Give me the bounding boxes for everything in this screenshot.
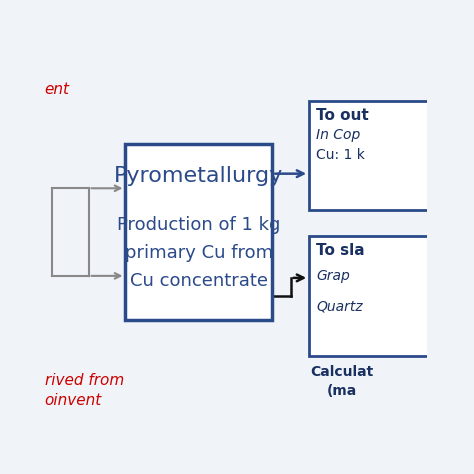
Text: Production of 1 kg
primary Cu from
Cu concentrate: Production of 1 kg primary Cu from Cu co… [117,216,281,290]
Text: Pyrometallurgy: Pyrometallurgy [114,166,283,186]
Text: In Cop: In Cop [317,128,361,142]
Text: Calculat
(ma: Calculat (ma [310,365,374,398]
FancyBboxPatch shape [125,145,272,319]
FancyBboxPatch shape [309,100,448,210]
Text: To sla: To sla [317,243,365,258]
Text: Cu: 1 k: Cu: 1 k [317,148,365,162]
Text: ent: ent [45,82,70,97]
Text: To out: To out [317,108,369,123]
Text: Grap: Grap [317,269,350,283]
Text: rived from
oinvent: rived from oinvent [45,374,124,408]
Text: Quartz: Quartz [317,300,363,314]
FancyBboxPatch shape [309,236,448,356]
